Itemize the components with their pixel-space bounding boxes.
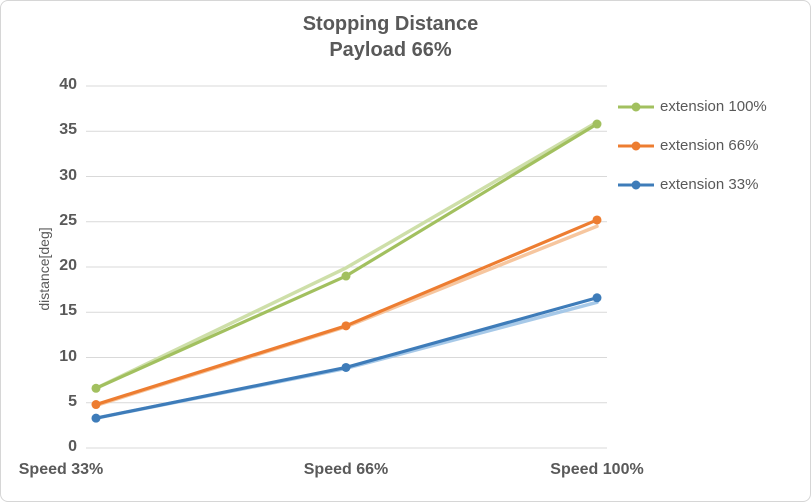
legend-label: extension 66%: [660, 137, 759, 154]
data-point-marker: [341, 321, 351, 331]
data-point-marker: [91, 383, 101, 393]
y-tick-label: 5: [68, 392, 77, 410]
legend-label: extension 100%: [660, 98, 767, 115]
y-tick-label: 20: [59, 257, 77, 274]
y-tick-label: 10: [59, 347, 77, 365]
legend-marker-line-icon: [618, 141, 654, 150]
data-point-marker: [592, 119, 602, 129]
y-tick-label: 0: [68, 438, 77, 455]
chart-title-line1: Stopping Distance: [302, 13, 479, 35]
legend-marker-line-icon: [618, 180, 654, 189]
x-category-label: Speed 100%: [550, 461, 644, 478]
data-point-marker: [592, 215, 602, 225]
chart-legend: extension 100% extension 66% extension 3…: [618, 87, 767, 204]
legend-item-extension-33: extension 33%: [618, 165, 767, 204]
legend-item-extension-100: extension 100%: [618, 87, 767, 126]
y-tick-label: 40: [59, 76, 77, 93]
legend-marker-line-icon: [618, 102, 654, 111]
series-shadow-line: [94, 120, 599, 391]
data-point-marker: [592, 293, 602, 303]
legend-label: extension 33%: [660, 176, 759, 193]
chart-title: Stopping Distance Payload 66%: [1, 11, 780, 63]
data-point-marker: [341, 271, 351, 281]
x-category-label: Speed 33%: [18, 461, 104, 478]
y-tick-label: 30: [59, 166, 77, 184]
y-tick-label: 35: [59, 121, 77, 139]
x-category-label: Speed 66%: [303, 461, 389, 478]
data-point-marker: [341, 362, 351, 372]
legend-item-extension-66: extension 66%: [618, 126, 767, 165]
data-point-marker: [91, 413, 101, 423]
y-tick-label: 15: [59, 302, 77, 320]
chart-title-line2: Payload 66%: [329, 39, 452, 61]
y-tick-label: 25: [59, 211, 77, 229]
data-point-marker: [91, 400, 101, 410]
